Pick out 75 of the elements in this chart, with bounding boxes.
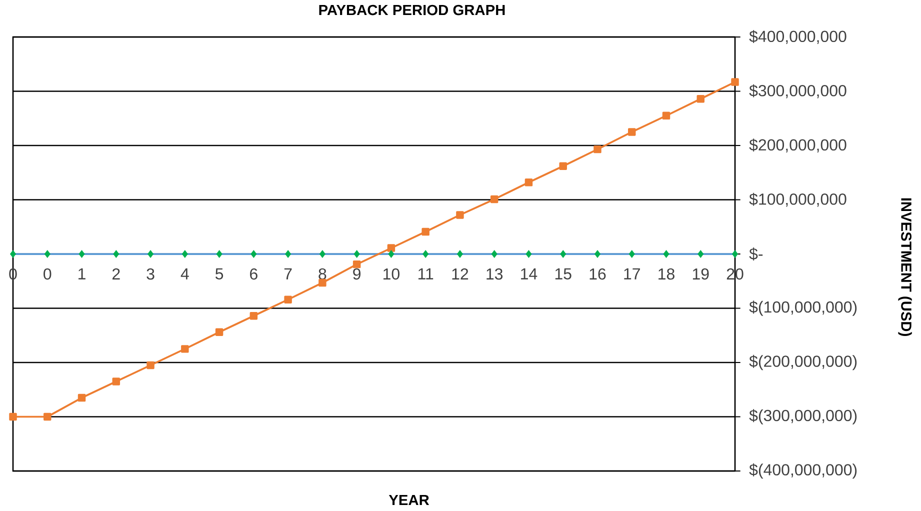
x-tick-label: 19 [692, 268, 709, 280]
point [422, 250, 429, 258]
y-tick-label: $- [749, 248, 763, 260]
point [628, 250, 635, 258]
point [456, 250, 463, 258]
point [215, 328, 224, 336]
x-tick-label: 14 [521, 268, 538, 280]
y-tick-label: $(300,000,000) [749, 409, 857, 424]
x-tick-label: 11 [418, 268, 434, 280]
x-tick-label: 12 [452, 268, 468, 280]
x-tick-label: 4 [180, 268, 189, 280]
point [594, 250, 600, 258]
y-tick-label: $100,000,000 [749, 192, 846, 207]
point [663, 250, 670, 258]
point [731, 78, 739, 86]
point [628, 128, 636, 136]
point [148, 250, 154, 258]
point [354, 250, 360, 258]
x-tick-label: 10 [384, 268, 400, 280]
point [524, 178, 533, 186]
point [560, 250, 566, 258]
point [662, 112, 670, 120]
y-tick-label: $(400,000,000) [749, 463, 857, 479]
point [422, 228, 430, 236]
x-tick-label: 2 [112, 268, 120, 280]
point [319, 250, 326, 258]
point [352, 260, 361, 268]
point [698, 250, 704, 258]
y-axis-title: INVESTMENT (USD) [898, 198, 912, 336]
point [491, 250, 498, 258]
x-tick-label: 17 [624, 268, 640, 280]
point [696, 94, 704, 103]
point [44, 412, 52, 421]
x-tick-label: 1 [78, 268, 86, 280]
point [78, 394, 86, 402]
x-tick-label: 7 [284, 268, 292, 280]
x-tick-label: 18 [658, 268, 674, 280]
x-tick-label: 5 [215, 268, 224, 280]
point [44, 250, 50, 258]
point [182, 250, 188, 258]
y-tick-label: $300,000,000 [749, 84, 846, 98]
point [559, 162, 567, 170]
point [9, 412, 17, 421]
point [594, 145, 602, 154]
y-tick-label: $200,000,000 [749, 138, 846, 152]
point [250, 312, 258, 320]
x-axis-title: YEAR [388, 494, 430, 506]
point [112, 378, 120, 386]
x-tick-label: 6 [250, 268, 258, 280]
y-tick-label: $400,000,000 [749, 30, 846, 44]
point [284, 296, 292, 304]
x-tick-label: 3 [146, 268, 154, 280]
point [732, 250, 738, 258]
point [490, 195, 498, 204]
point [285, 250, 292, 258]
y-tick-label: $(100,000,000) [749, 300, 857, 316]
y-tick-label: $(200,000,000) [749, 354, 857, 370]
point [250, 250, 257, 258]
x-tick-label: 9 [353, 268, 360, 280]
point [113, 250, 120, 258]
point [216, 250, 222, 258]
x-tick-label: 16 [590, 268, 606, 280]
x-tick-label: 13 [486, 268, 503, 280]
point [318, 278, 326, 287]
point [181, 345, 189, 353]
point [10, 250, 16, 258]
point [456, 211, 464, 219]
x-tick-label: 0 [44, 268, 52, 280]
point [146, 361, 154, 370]
x-tick-label: 15 [555, 268, 572, 280]
point [78, 250, 85, 258]
chart-title: PAYBACK PERIOD GRAPH [319, 4, 505, 16]
point [388, 250, 394, 258]
point [387, 244, 396, 252]
point [526, 250, 532, 258]
